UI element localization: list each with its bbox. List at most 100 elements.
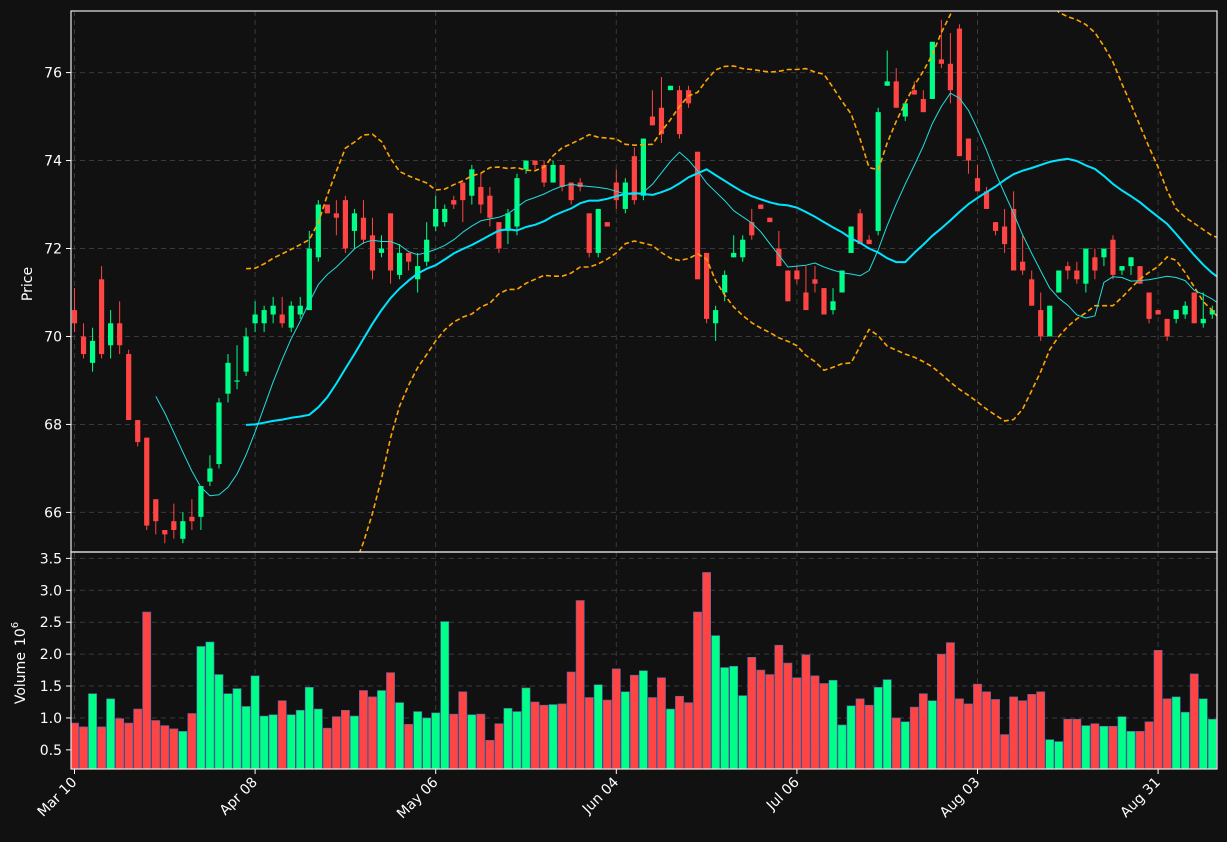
- volume-bar: [88, 693, 97, 769]
- candle-body: [649, 116, 656, 126]
- candle-body: [776, 248, 782, 267]
- candle-body: [929, 41, 935, 99]
- volume-bar: [386, 672, 395, 769]
- price-tick-label: 74: [44, 154, 62, 170]
- candle-body: [279, 314, 285, 324]
- volume-bar: [991, 699, 1000, 769]
- candle-body: [306, 248, 312, 311]
- candle-body: [424, 239, 430, 262]
- volume-bar: [900, 721, 910, 769]
- candle-body: [974, 178, 981, 192]
- volume-bar: [846, 705, 856, 769]
- volume-bar: [837, 724, 847, 769]
- volume-bar: [1144, 721, 1154, 769]
- volume-bar: [620, 691, 630, 769]
- candle-body: [893, 81, 899, 108]
- candle-body: [595, 208, 601, 253]
- candle-body: [830, 301, 836, 311]
- volume-bar: [675, 695, 684, 769]
- candle-body: [1110, 239, 1116, 275]
- candle-body: [1101, 248, 1107, 258]
- price-grid: [71, 11, 1217, 552]
- volume-panel-frame: [70, 551, 1218, 770]
- volume-bar: [955, 698, 964, 769]
- volume-bar: [377, 690, 386, 769]
- candle-body: [785, 270, 791, 302]
- volume-bar: [801, 654, 811, 769]
- volume-bar: [909, 706, 919, 769]
- volume-bar: [1189, 673, 1199, 769]
- volume-bar: [1117, 716, 1127, 769]
- volume-bar: [1126, 731, 1136, 769]
- candle-body: [135, 420, 141, 443]
- candle-body: [442, 208, 448, 223]
- candle-body: [1092, 257, 1098, 271]
- volume-bar: [359, 690, 368, 769]
- volume-bar: [873, 687, 883, 769]
- volume-bar: [918, 693, 928, 769]
- volume-bar: [638, 670, 648, 769]
- volume-bar: [1009, 696, 1019, 769]
- candle-body: [947, 63, 954, 91]
- candle-body: [216, 402, 222, 465]
- candle-body: [875, 112, 881, 231]
- candle-body: [857, 213, 863, 245]
- volume-bar: [214, 674, 224, 769]
- candle-body: [938, 59, 944, 64]
- volume-bar: [593, 684, 603, 769]
- volume-bar: [720, 667, 730, 769]
- volume-bar: [223, 693, 233, 769]
- candle-body: [1011, 208, 1017, 271]
- volume-bar: [1171, 696, 1181, 769]
- volume-bar: [395, 702, 404, 769]
- candle-body: [1047, 305, 1053, 337]
- volume-bar: [1027, 694, 1037, 769]
- volume-bar: [927, 700, 937, 769]
- volume-bar: [1054, 741, 1064, 769]
- candle-body: [1001, 226, 1008, 245]
- volume-bar: [1108, 725, 1118, 769]
- volume-bar: [286, 714, 296, 769]
- volume-bar: [774, 644, 784, 769]
- candle-body: [189, 516, 195, 522]
- candle-body: [433, 208, 439, 227]
- candle-body: [1173, 310, 1179, 319]
- candle-body: [288, 305, 294, 328]
- candle-body: [658, 107, 665, 135]
- candle-body: [207, 468, 213, 482]
- candle-body: [532, 160, 538, 165]
- candle-body: [1137, 266, 1143, 284]
- volume-bar: [1063, 718, 1073, 769]
- volume-bar: [250, 675, 260, 769]
- candle-body: [568, 182, 574, 201]
- volume-bar: [1162, 698, 1172, 769]
- candle-body: [369, 235, 376, 271]
- volume-bar: [566, 671, 576, 769]
- volume-bar: [810, 675, 820, 769]
- volume-bar: [602, 699, 612, 769]
- price-tick-label: 68: [44, 417, 62, 433]
- candle-body: [848, 226, 854, 253]
- volume-bar: [259, 715, 269, 769]
- volume-bar: [79, 726, 88, 769]
- candle-body: [1074, 270, 1080, 280]
- candle-body: [469, 169, 475, 196]
- candle-body: [315, 204, 321, 258]
- candle-body: [1029, 279, 1035, 306]
- volume-bar: [431, 712, 441, 769]
- candle-body: [667, 85, 674, 91]
- volume-bar: [1207, 718, 1217, 769]
- candle-body: [243, 336, 249, 372]
- candle-body: [694, 151, 701, 280]
- volume-bar: [304, 687, 314, 769]
- candle-body: [1038, 310, 1044, 337]
- candle-body: [71, 310, 78, 324]
- candle-body: [1119, 266, 1125, 271]
- volume-bar: [747, 657, 757, 769]
- candle-body: [460, 182, 466, 201]
- volume-bar: [151, 720, 161, 769]
- candle-body: [812, 279, 818, 284]
- volume-bar: [467, 714, 477, 769]
- candle-body: [749, 222, 755, 236]
- volume-bar: [458, 691, 468, 769]
